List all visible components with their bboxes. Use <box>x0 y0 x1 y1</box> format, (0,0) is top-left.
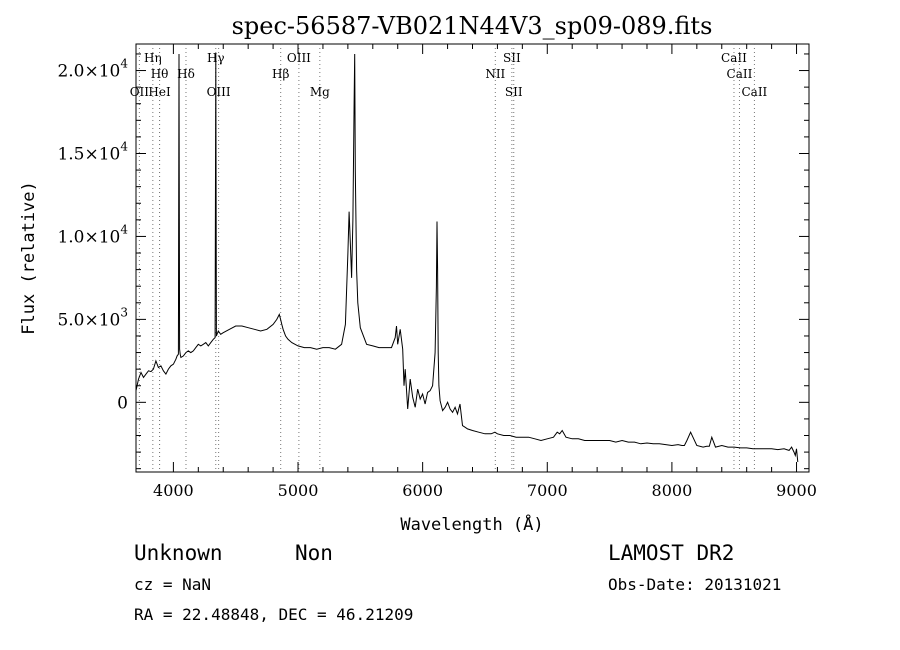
x-tick-label: 8000 <box>652 481 693 500</box>
coordinates: RA = 22.48848, DEC = 46.21209 <box>134 605 413 624</box>
y-axis-ticks: 0 5.0×103 1.0×104 1.5×104 2.0×104 <box>57 53 809 470</box>
line-label: CaII <box>741 85 767 99</box>
line-label: HeI <box>148 85 171 99</box>
x-tick-label: 7000 <box>527 481 568 500</box>
x-tick-label: 5000 <box>278 481 319 500</box>
observation-date: Obs-Date: 20131021 <box>608 575 781 594</box>
object-class: Unknown <box>134 541 223 565</box>
x-axis-ticks: 4000 5000 6000 7000 8000 9000 <box>153 44 817 500</box>
y-tick-label: 1.0×104 <box>57 222 128 247</box>
y-tick-label: 2.0×104 <box>57 57 128 82</box>
line-label: CaII <box>721 51 747 65</box>
line-label: OII <box>130 85 150 99</box>
y-axis-label: Flux (relative) <box>19 181 39 335</box>
y-tick-label: 0 <box>117 393 128 413</box>
line-label: Hβ <box>272 67 289 81</box>
line-label: NII <box>485 67 505 81</box>
line-label: Mg <box>310 85 330 99</box>
y-tick-label: 1.5×104 <box>57 139 128 164</box>
line-label: SII <box>505 85 523 99</box>
x-tick-label: 6000 <box>402 481 443 500</box>
x-axis-label: Wavelength (Å) <box>400 513 543 535</box>
object-subclass: Non <box>295 541 333 565</box>
x-tick-label: 4000 <box>153 481 194 500</box>
chart-title: spec-56587-VB021N44V3_sp09-089.fits <box>232 12 713 40</box>
line-label: OIII <box>207 85 231 99</box>
line-label: OIII <box>287 51 311 65</box>
spectrum-line <box>135 53 799 463</box>
line-label: SII <box>503 51 521 65</box>
plot-frame <box>135 43 810 473</box>
line-label: CaII <box>727 67 753 81</box>
line-label: Hη <box>144 51 162 65</box>
redshift-cz: cz = NaN <box>134 575 211 594</box>
line-label: Hθ <box>151 67 169 81</box>
line-label: Hδ <box>177 67 195 81</box>
x-tick-label: 9000 <box>776 481 817 500</box>
survey-name: LAMOST DR2 <box>608 541 734 565</box>
y-tick-label: 5.0×103 <box>57 305 128 330</box>
emission-line-markers: OIIHηHθHeIHδHγOIIIHβOIIIMgNIISIISIICaIIC… <box>130 44 768 472</box>
